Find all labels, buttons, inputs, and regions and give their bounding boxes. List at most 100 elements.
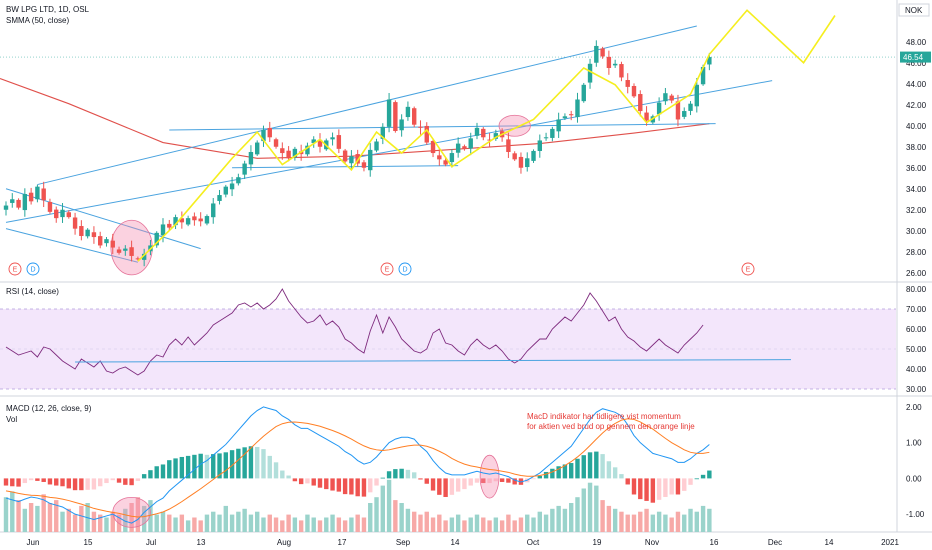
candle-body — [248, 152, 254, 165]
volume-bar — [255, 511, 260, 532]
volume-bar — [66, 508, 71, 532]
histogram-bar — [569, 463, 574, 479]
volume-bar — [330, 514, 335, 532]
volume-bar — [587, 482, 593, 532]
histogram-bar — [399, 468, 404, 479]
histogram-bar — [60, 478, 65, 487]
candle-body — [104, 239, 109, 244]
candle-body — [380, 126, 385, 139]
volume-bar — [28, 503, 34, 532]
candle-body — [631, 85, 637, 97]
volume-bar — [518, 517, 524, 532]
volume-bar — [694, 511, 699, 532]
candle-body — [336, 135, 342, 149]
volume-bar — [575, 497, 580, 532]
candle-body — [700, 66, 706, 85]
candle-body — [273, 139, 279, 147]
volume-bar — [60, 511, 65, 532]
volume-bar — [324, 517, 329, 532]
histogram-bar — [261, 449, 266, 479]
histogram-bar — [682, 478, 687, 491]
histogram-bar — [393, 469, 398, 479]
volume-bar — [556, 505, 561, 532]
candle-body — [286, 150, 291, 159]
volume-bar — [185, 520, 191, 532]
candle-body — [550, 128, 555, 138]
volume-bar — [135, 497, 141, 532]
channel-line — [37, 25, 697, 186]
histogram-bar — [160, 464, 166, 479]
channel-line — [169, 123, 716, 131]
volume-bar — [562, 508, 568, 532]
y-tick-label: 44.00 — [906, 80, 927, 89]
trend-channels[interactable] — [5, 25, 773, 263]
y-tick-label: 2.00 — [906, 403, 922, 412]
candle-body — [506, 139, 511, 152]
volume-bar — [267, 514, 272, 532]
y-tick-label: 60.00 — [906, 325, 927, 334]
volume-bar — [198, 520, 203, 532]
histogram-bar — [424, 478, 429, 484]
histogram-bar — [154, 466, 159, 479]
zigzag-projection[interactable] — [137, 9, 836, 262]
histogram-bar — [669, 478, 674, 495]
volume-bar — [173, 517, 178, 532]
volume-bar — [499, 520, 505, 532]
volume-bar — [16, 500, 21, 532]
candle-body — [368, 149, 373, 171]
histogram-bar — [204, 454, 210, 479]
histogram-bar — [688, 478, 693, 485]
candle-body — [154, 232, 159, 246]
volume-bar — [468, 517, 473, 532]
candle-body — [236, 177, 241, 184]
macd-histogram — [3, 446, 712, 503]
volume-bar — [236, 511, 241, 532]
candle-body — [261, 129, 266, 142]
candle-body — [305, 145, 310, 155]
volume-bar — [405, 508, 411, 532]
histogram-bar — [148, 470, 153, 479]
candle-body — [280, 148, 285, 154]
candle-body — [292, 148, 298, 158]
candle-body — [54, 209, 59, 219]
volume-bar — [650, 514, 656, 532]
volume-bar — [3, 497, 9, 532]
candle-body — [512, 153, 517, 160]
candle-body — [405, 106, 411, 118]
y-tick-label: 38.00 — [906, 143, 927, 152]
histogram-bar — [587, 452, 593, 479]
y-tick-label: 0.00 — [906, 474, 922, 483]
candle-body — [600, 48, 605, 57]
volume-bar — [393, 500, 398, 532]
volume-bar — [594, 485, 599, 532]
volume-layer — [3, 479, 712, 532]
macd-path — [5, 406, 710, 524]
histogram-bar — [317, 478, 323, 488]
volume-bar — [355, 514, 360, 532]
volume-bar — [192, 517, 197, 532]
volume-bar — [481, 517, 486, 532]
histogram-bar — [10, 478, 15, 487]
y-tick-label: -1.00 — [906, 510, 925, 519]
candle-body — [123, 248, 128, 251]
channel-line — [232, 165, 459, 169]
histogram-bar — [16, 478, 21, 487]
rsi-band-layer — [0, 308, 896, 390]
currency-box — [898, 3, 930, 17]
histogram-bar — [223, 452, 228, 479]
x-tick-label: Sep — [396, 538, 411, 547]
volume-bar — [148, 500, 153, 532]
candle-body — [355, 154, 360, 164]
histogram-bar — [28, 478, 34, 481]
histogram-bar — [66, 478, 71, 489]
volume-bar — [22, 508, 28, 532]
histogram-bar — [531, 478, 536, 480]
histogram-bar — [650, 478, 656, 503]
candle-body — [211, 203, 216, 218]
volume-bar — [380, 485, 385, 532]
volume-bar — [273, 517, 279, 532]
candle-body — [575, 99, 580, 118]
histogram-bar — [468, 478, 473, 486]
candle-body — [198, 218, 203, 222]
